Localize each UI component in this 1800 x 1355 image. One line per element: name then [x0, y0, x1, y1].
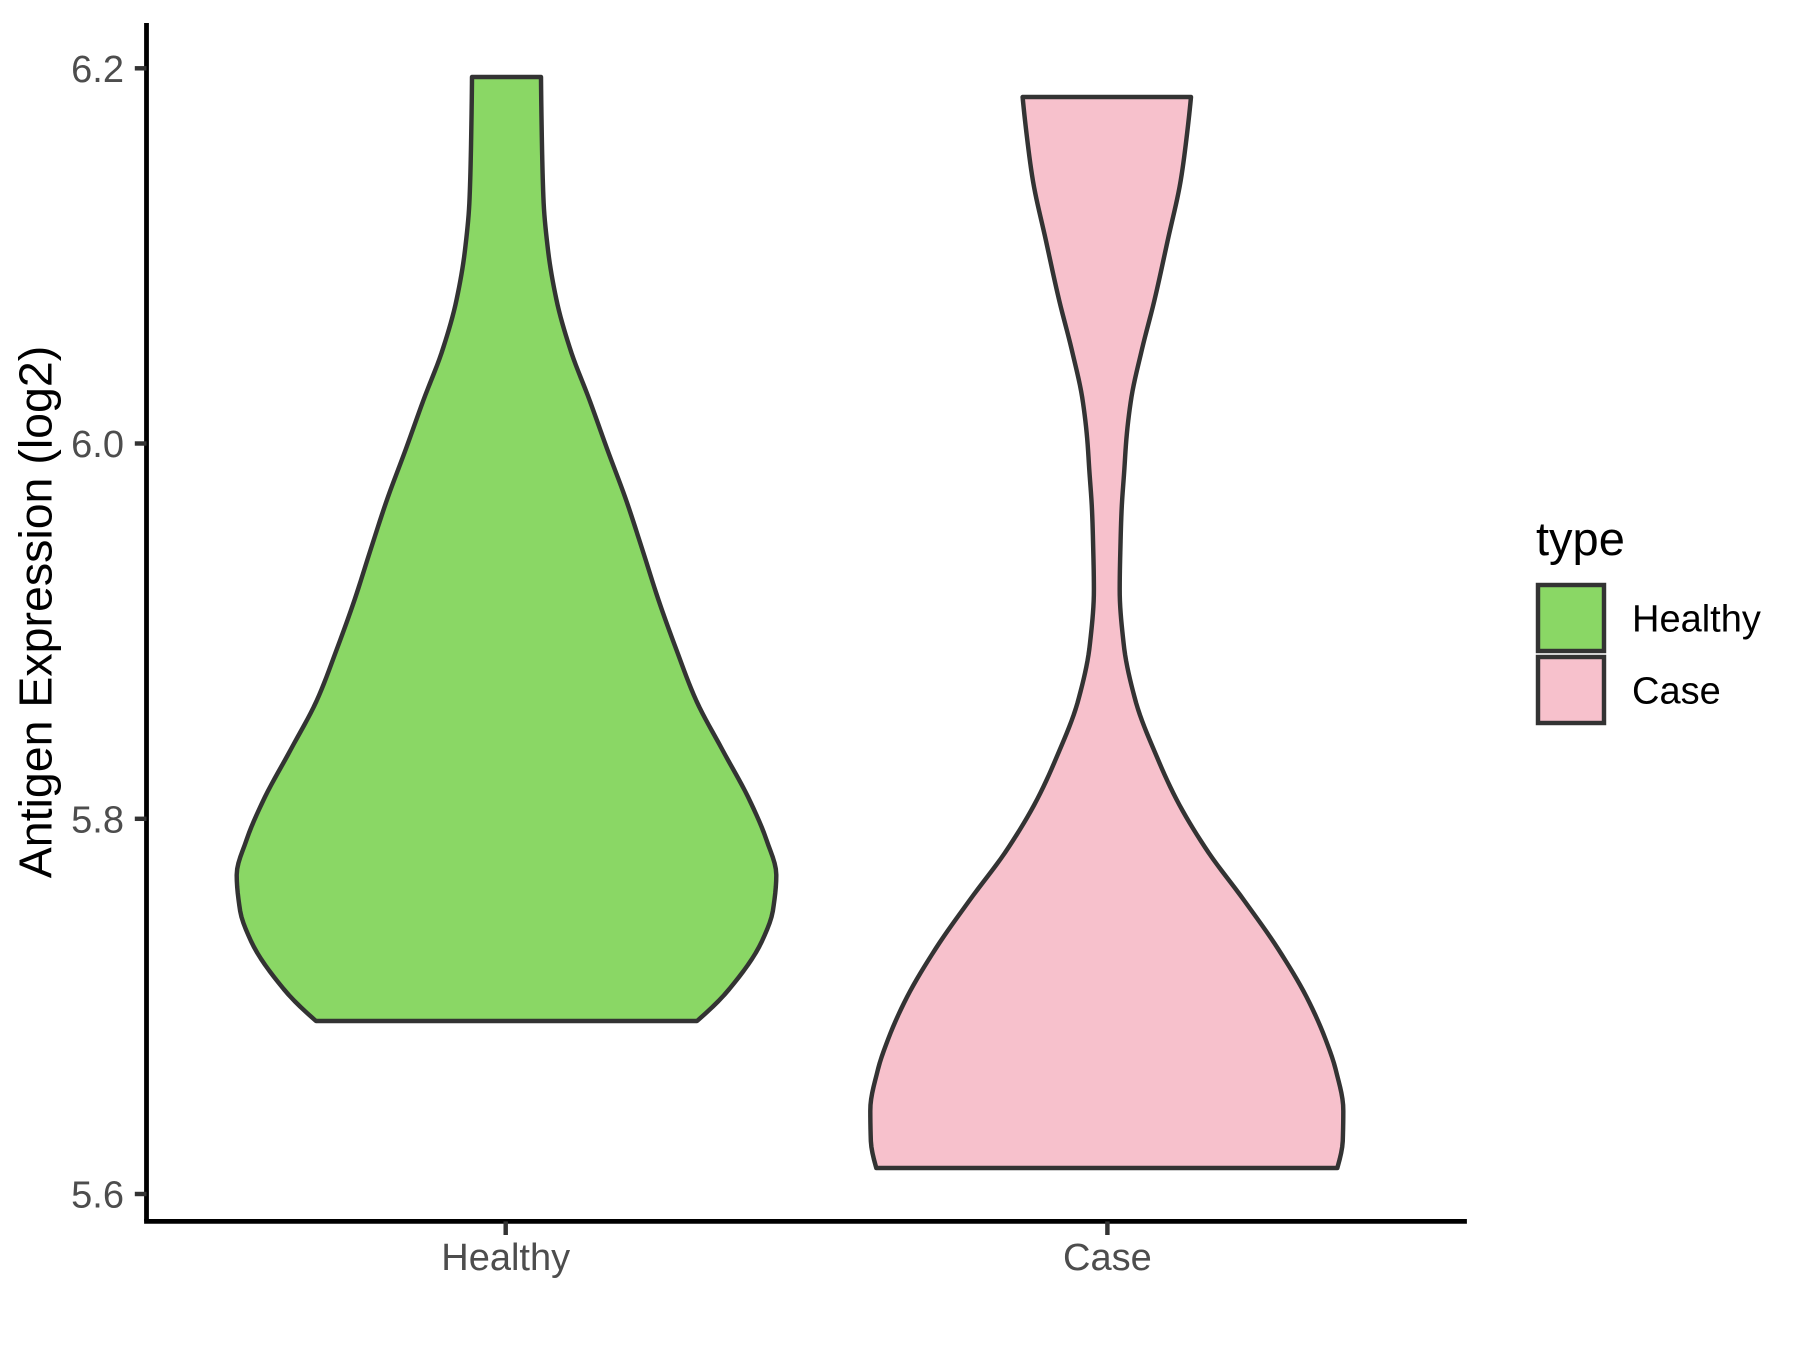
svg-text:5.6: 5.6 [71, 1175, 124, 1217]
svg-text:5.8: 5.8 [71, 799, 124, 841]
svg-text:Healthy: Healthy [441, 1237, 570, 1279]
svg-text:Healthy: Healthy [1632, 599, 1761, 641]
svg-text:6.0: 6.0 [71, 424, 124, 466]
svg-text:6.2: 6.2 [71, 49, 124, 91]
svg-text:Case: Case [1632, 671, 1721, 713]
svg-text:Case: Case [1063, 1237, 1152, 1279]
svg-text:Antigen Expression (log2): Antigen Expression (log2) [10, 346, 62, 878]
svg-text:type: type [1536, 512, 1625, 565]
